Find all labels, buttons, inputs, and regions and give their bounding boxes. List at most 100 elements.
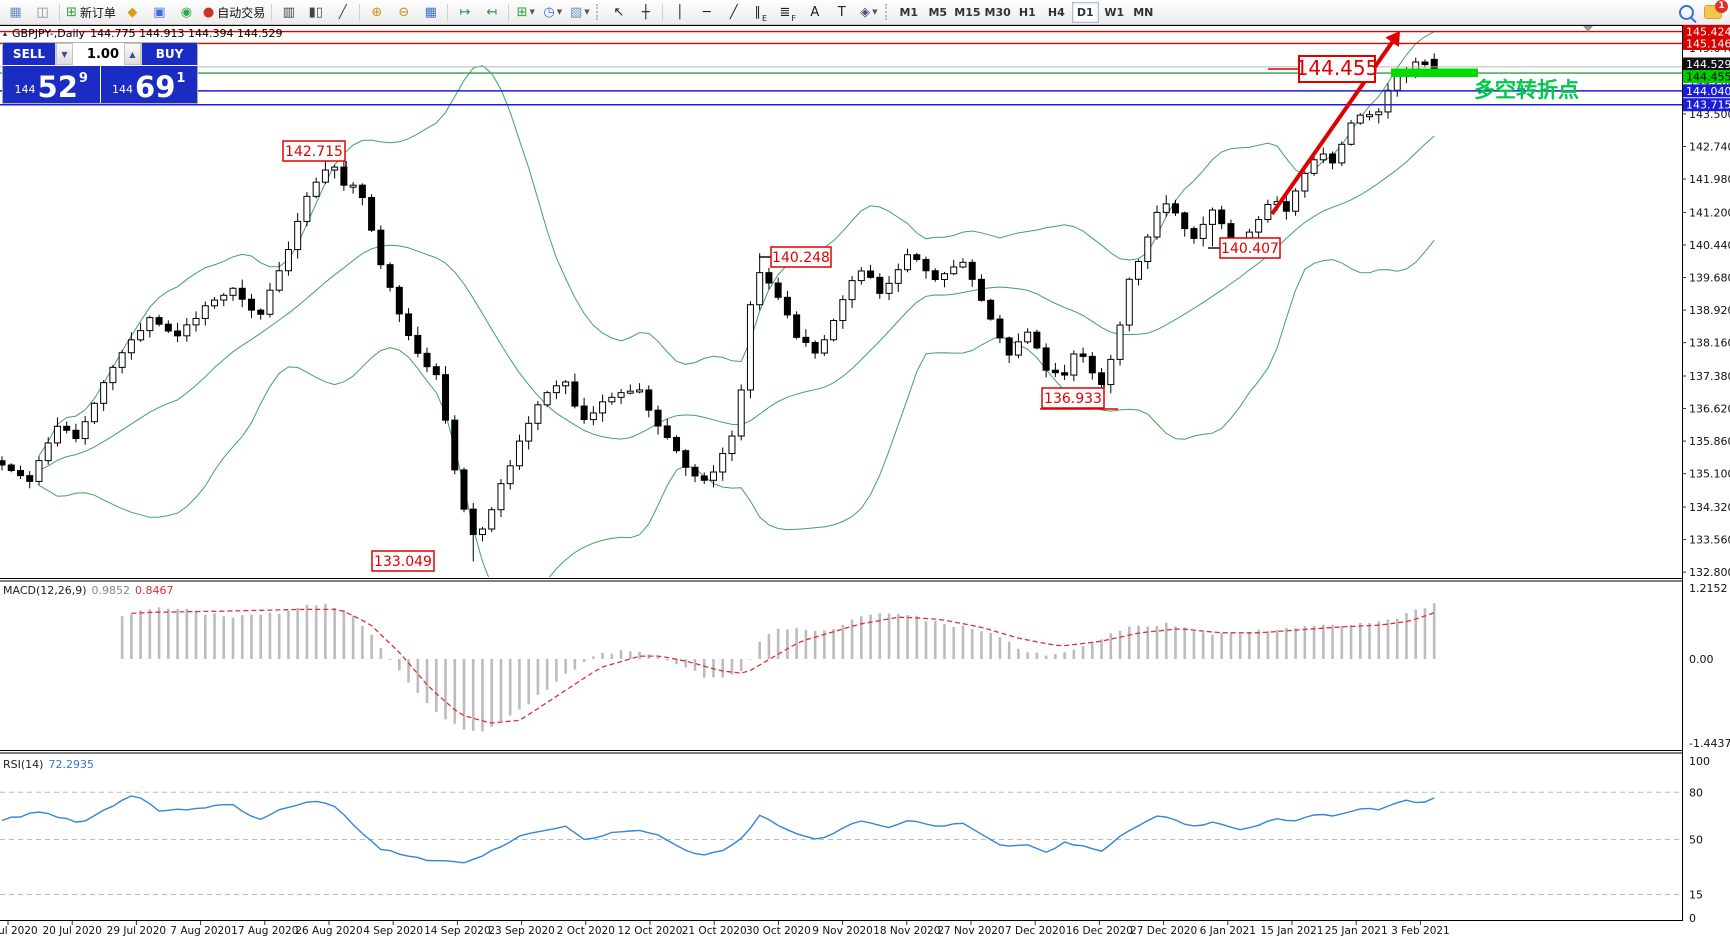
price-callout[interactable]: 140.407 [1208, 237, 1281, 259]
new-order-button[interactable]: ⊞ 新订单 [63, 1, 119, 24]
date-axis[interactable]: 10 Jul 2020 20 Jul 2020 29 Jul 2020 7 Aug 2… [0, 921, 1450, 937]
candle-body [857, 270, 865, 282]
candle-body [0, 460, 6, 466]
candle-body [192, 317, 200, 326]
toolbar-separator [359, 3, 361, 21]
pivot-highlight-bar[interactable] [1391, 68, 1478, 78]
toolbar-separator [447, 3, 449, 21]
toolbar-separator [271, 3, 273, 21]
hosting-icon[interactable]: ▣ [146, 1, 173, 24]
chart-candles-icon[interactable]: ▮▯ [302, 1, 329, 24]
resistance-price-tag-bg[interactable] [1683, 25, 1730, 39]
sell-button[interactable]: SELL [3, 43, 55, 65]
chart-shift-marker[interactable] [1583, 26, 1593, 32]
pivot-price-tag-bg[interactable] [1683, 70, 1730, 83]
chart-line-icon[interactable]: ╱ [329, 1, 356, 24]
indicators-add-icon-caret[interactable]: ▼ [529, 8, 535, 16]
axis-tick-label: 134.320 [1689, 501, 1730, 514]
collapse-icon[interactable]: ▴ [3, 29, 8, 38]
tf-m5[interactable]: M5 [928, 5, 948, 19]
tile-windows-icon[interactable]: ▦ [417, 1, 444, 24]
horizontal-line-icon: ─ [702, 4, 711, 20]
label-icon[interactable]: T [828, 1, 855, 24]
periods-icon-caret[interactable]: ▼ [556, 8, 563, 16]
zoom-in-icon[interactable]: ⊕ [363, 1, 390, 24]
shapes-icon-caret[interactable]: ▼ [872, 8, 878, 16]
macd-indicator [120, 603, 1436, 732]
auto-scroll-icon[interactable]: ↦ [451, 1, 478, 24]
buy-button[interactable]: BUY [142, 43, 197, 65]
zoom-out-icon[interactable]: ⊖ [390, 1, 417, 24]
candle-body [673, 436, 681, 452]
signals-icon[interactable]: ◉ [173, 1, 200, 24]
tf-m30[interactable]: M30 [984, 5, 1011, 19]
new-chart-icon[interactable]: ▦ [2, 1, 29, 24]
volume-up-button[interactable]: ▲ [124, 43, 141, 65]
volume-down-button[interactable]: ▼ [56, 43, 73, 65]
price-callout[interactable]: 142.715 [282, 140, 347, 175]
price-callout[interactable]: 133.049 [371, 550, 435, 572]
zoom-out-icon: ⊖ [398, 4, 410, 20]
tf-mn[interactable]: MN [1133, 5, 1154, 19]
axis-tick-label: 141.200 [1689, 206, 1730, 219]
chart-shift-icon[interactable]: ↤ [478, 1, 505, 24]
price-callout[interactable]: 140.248 [759, 246, 832, 268]
toolbar-group-5: ⊞ ▼ ◷ ▼ ▧ ▼ [512, 0, 593, 24]
candle-body [1356, 114, 1364, 124]
candle-body [1292, 190, 1300, 212]
resistance-price-tag-bg[interactable] [1683, 36, 1730, 50]
candle-body [432, 366, 440, 376]
tf-h4[interactable]: H4 [1047, 5, 1065, 19]
sell-price-big: 52 [37, 70, 78, 105]
volume-value[interactable]: 1.00 [73, 43, 124, 65]
profiles-icon: ◫ [36, 4, 49, 20]
rsi-axis-label: 0 [1689, 912, 1696, 925]
support-price-tag-bg[interactable] [1683, 98, 1730, 112]
text-icon[interactable]: A [801, 1, 828, 24]
tf-w1[interactable]: W1 [1104, 5, 1125, 19]
toolbar-group-2: ▥ ▮▯ ╱ [275, 0, 356, 24]
tf-m1[interactable]: M1 [899, 5, 919, 19]
candle-body [1375, 111, 1383, 116]
price-callout[interactable]: 136.933 [1040, 376, 1118, 410]
support-price-tag-bg[interactable] [1683, 84, 1730, 98]
candle-body [257, 309, 265, 315]
templates-icon[interactable]: ▧ ▼ [566, 1, 593, 24]
crosshair-icon[interactable]: ┼ [632, 1, 659, 24]
autotrading-button[interactable]: ● 自动交易 [200, 1, 268, 24]
buy-price-display[interactable]: 144 69 1 [99, 66, 198, 103]
vertical-line-icon[interactable]: │ [666, 1, 693, 24]
fibonacci-icon[interactable]: ≣ F [774, 1, 801, 24]
tf-h1[interactable]: H1 [1018, 5, 1036, 19]
cursor-icon[interactable]: ↖ [605, 1, 632, 24]
candle-body [349, 184, 357, 188]
templates-icon-caret[interactable]: ▼ [584, 8, 590, 16]
indicators-add-icon[interactable]: ⊞ ▼ [512, 1, 539, 24]
profiles-icon[interactable]: ◫ [29, 1, 56, 24]
sell-price-display[interactable]: 144 52 9 [3, 66, 100, 103]
date-label: 29 Jul 2020 [107, 925, 166, 937]
candle-body [1421, 61, 1429, 66]
one-click-trade-panel: SELL ▼ 1.00 ▲ BUY 144 52 9 144 69 1 [2, 42, 198, 104]
price-callout[interactable]: 144.455 [1268, 55, 1378, 83]
shapes-icon[interactable]: ◈ ▼ [855, 1, 882, 24]
price-axis[interactable]: 145.040144.260143.500142.740141.980141.2… [1682, 25, 1730, 925]
tf-d1[interactable]: D1 [1071, 1, 1099, 23]
notifications-icon[interactable]: 1 [1704, 0, 1728, 19]
search-icon[interactable] [1679, 4, 1694, 20]
tf-m15[interactable]: M15 [954, 5, 981, 19]
date-label: 15 Jan 2021 [1261, 925, 1324, 937]
chart-bars-icon[interactable]: ▥ [275, 1, 302, 24]
candle-body [968, 261, 976, 280]
channel-icon[interactable]: ∥ E [747, 1, 774, 24]
axis-tick-label: 135.100 [1689, 468, 1730, 481]
macd-axis-label: 0.00 [1689, 653, 1714, 666]
trendline-icon[interactable]: ╱ [720, 1, 747, 24]
periods-icon[interactable]: ◷ ▼ [539, 1, 566, 24]
bid-price-tag-bg[interactable] [1683, 57, 1730, 71]
editor-icon[interactable]: ◆ [119, 1, 146, 24]
candle-body [368, 197, 376, 231]
price-axis-bg[interactable] [1683, 26, 1730, 922]
horizontal-line-icon[interactable]: ─ [693, 1, 720, 24]
